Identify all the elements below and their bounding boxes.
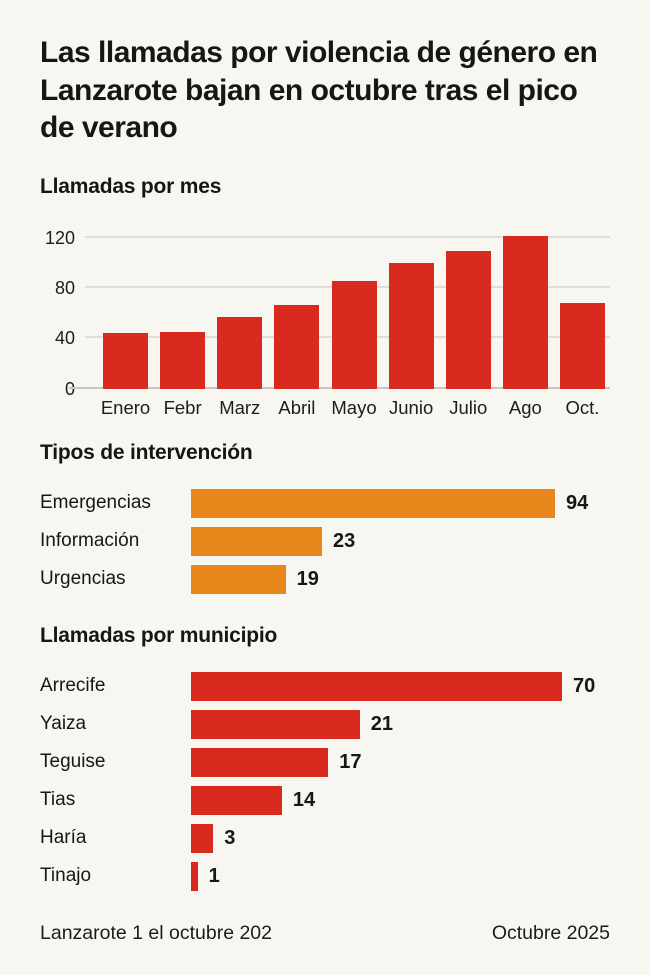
page-title: Las llamadas por violencia de género en …	[40, 36, 598, 144]
bar-Abril	[274, 304, 320, 389]
municipio-bar-chart: Arrecife 70 Yaiza 21 Teguise 17 Tias 14 Haría 3 Ti…	[40, 671, 610, 891]
bar-Oct.	[560, 303, 605, 389]
bar-row: Arrecife 70	[40, 671, 610, 701]
bar	[191, 709, 360, 739]
bar-track: 1	[191, 861, 610, 891]
tipos-chart-title: Tipos de intervención	[40, 440, 253, 464]
bar-track: 70	[191, 671, 610, 701]
bar-value: 14	[292, 788, 316, 811]
monthly-bar-chart: 0 40 80 120 Enero Febr Marz Abril Mayo Junio Juli…	[40, 225, 610, 419]
bars-container	[85, 225, 610, 389]
bar-row: Teguise 17	[40, 747, 610, 777]
x-tick-label: Enero	[100, 396, 151, 418]
bar-track: 94	[191, 488, 610, 518]
bar-label: Información	[40, 530, 140, 551]
bar-row: Yaiza 21	[40, 709, 610, 739]
bar-row: Haría 3	[40, 823, 610, 853]
bar-label: Tinajo	[40, 865, 92, 886]
bar	[191, 526, 323, 556]
y-tick-label-120: 120	[44, 228, 75, 249]
y-tick-label-0: 0	[64, 378, 75, 399]
x-tick-label: Mayo	[331, 396, 377, 418]
tipos-bar-chart: Emergencias 94 Información 23 Urgencias 19	[40, 488, 610, 594]
bar-value: 94	[566, 491, 589, 514]
bar-row: Información 23	[40, 526, 610, 556]
bar-value: 19	[296, 567, 319, 590]
x-tick-label: Febr	[163, 396, 202, 418]
plot-area	[69, 225, 610, 389]
footer: Lanzarote 1 el octubre 202 Octubre 2025	[40, 922, 610, 945]
x-tick-label: Oct.	[565, 396, 600, 418]
bar-label: Haría	[40, 827, 87, 848]
y-tick-label-80: 80	[54, 278, 75, 299]
bar-row: Urgencias 19	[40, 564, 610, 594]
plot-wrapper: Enero Febr Marz Abril Mayo Junio Julio Ago Oct.	[69, 225, 610, 419]
bar	[191, 861, 198, 891]
bar-track: 17	[191, 747, 610, 777]
municipio-chart-title: Llamadas por municipio	[40, 623, 278, 647]
x-axis-labels: Enero Febr Marz Abril Mayo Junio Julio Ago Oct.	[85, 397, 610, 419]
bar-label: Teguise	[40, 751, 106, 772]
bar-row: Emergencias 94	[40, 488, 610, 518]
x-tick-label: Marz	[219, 396, 261, 418]
bar-Febr	[160, 332, 206, 389]
bar-label: Tias	[40, 789, 76, 810]
footer-source: Lanzarote 1 el octubre 202	[40, 921, 273, 944]
x-tick-label: Junio	[389, 396, 434, 418]
bar-label: Arrecife	[40, 675, 106, 696]
gridline-120	[85, 236, 610, 239]
bar-track: 21	[191, 709, 610, 739]
bar-value: 3	[224, 826, 236, 849]
bar-value: 17	[339, 750, 362, 773]
x-tick-label: Abril	[278, 396, 316, 418]
bar-Ago	[502, 235, 548, 389]
bar-Marz	[217, 317, 263, 389]
bar-Junio	[388, 263, 434, 389]
bar-Mayo	[331, 280, 377, 389]
y-tick-label-40: 40	[54, 328, 75, 349]
bar-value: 70	[573, 674, 596, 697]
bar-Julio	[445, 250, 491, 389]
bar-track: 23	[191, 526, 610, 556]
footer-date: Octubre 2025	[491, 921, 610, 944]
monthly-chart-section: Llamadas por mes 0 40 80 120 Enero Febr Marz A…	[40, 175, 610, 419]
y-axis: 0 40 80 120	[40, 225, 85, 397]
bar	[191, 671, 562, 701]
bar	[191, 823, 214, 853]
bar-value: 23	[333, 529, 356, 552]
bar	[191, 488, 555, 518]
x-tick-label: Julio	[449, 396, 488, 418]
tipos-chart-section: Tipos de intervención Emergencias 94 Infor…	[40, 441, 610, 594]
bar-row: Tias 14	[40, 785, 610, 815]
bar-track: 14	[191, 785, 610, 815]
x-tick-label: Ago	[508, 396, 542, 418]
bar-value: 21	[370, 712, 394, 735]
bar-label: Emergencias	[40, 492, 151, 513]
bar-value: 1	[208, 864, 220, 887]
municipio-chart-section: Llamadas por municipio Arrecife 70 Yaiza 21…	[40, 624, 610, 891]
bar-label: Urgencias	[40, 568, 126, 589]
bar-Enero	[103, 333, 148, 389]
bar	[191, 785, 282, 815]
bar	[191, 564, 286, 594]
bar-track: 19	[191, 564, 610, 594]
bar-row: Tinajo 1	[40, 861, 610, 891]
monthly-chart-title: Llamadas por mes	[40, 174, 222, 198]
bar	[191, 747, 329, 777]
bar-label: Yaiza	[40, 713, 87, 734]
infographic-page: Las llamadas por violencia de género en …	[40, 36, 610, 945]
bar-track: 3	[191, 823, 610, 853]
